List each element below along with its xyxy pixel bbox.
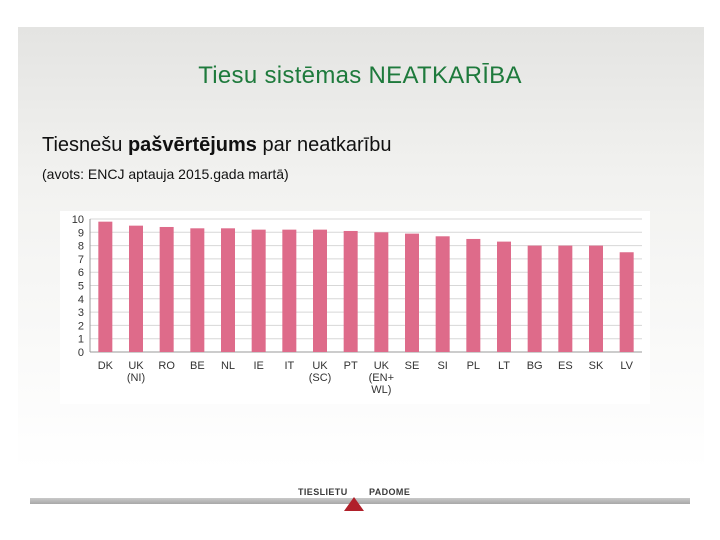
y-tick-label: 6 — [78, 267, 84, 279]
x-tick-label: BE — [190, 360, 205, 372]
bar — [619, 252, 634, 352]
bar — [343, 230, 358, 352]
x-tick-label: UK — [312, 360, 328, 372]
x-tick-label: PT — [344, 360, 358, 372]
y-tick-label: 1 — [78, 334, 84, 346]
bar — [282, 229, 297, 352]
bar — [159, 226, 174, 352]
x-tick-label: WL) — [371, 384, 391, 396]
slide-title: Tiesu sistēmas NEATKARĪBA — [198, 62, 522, 89]
x-tick-label: BG — [527, 360, 543, 372]
x-tick-label: IT — [284, 360, 294, 372]
bar — [466, 238, 481, 352]
y-tick-label: 4 — [78, 294, 84, 306]
x-tick-label: LT — [498, 360, 510, 372]
x-tick-label: (NI) — [127, 372, 145, 384]
y-tick-label: 0 — [78, 347, 84, 359]
x-tick-label: (EN+ — [369, 372, 394, 384]
slide-subtitle: Tiesnešu pašvērtējums par neatkarību — [42, 134, 391, 157]
x-tick-label: UK — [374, 360, 390, 372]
x-tick-label: NL — [221, 360, 235, 372]
x-tick-label: UK — [128, 360, 144, 372]
logo-triangle-icon — [344, 497, 364, 511]
bar — [497, 241, 511, 352]
x-tick-label: IE — [253, 360, 263, 372]
x-tick-label: PL — [467, 360, 480, 372]
footer-logo-text-left: TIESLIETU — [298, 487, 348, 497]
y-tick-label: 3 — [78, 307, 84, 319]
x-tick-label: DK — [98, 360, 114, 372]
bar — [221, 228, 235, 352]
y-tick-label: 10 — [72, 214, 84, 226]
bar — [190, 228, 205, 352]
bar — [129, 225, 143, 352]
x-tick-label: SE — [405, 360, 420, 372]
x-tick-label: (SC) — [309, 372, 332, 384]
bar — [405, 233, 419, 352]
y-tick-label: 5 — [78, 281, 84, 293]
y-tick-label: 2 — [78, 320, 84, 332]
bar — [374, 232, 389, 352]
x-tick-label: SI — [437, 360, 447, 372]
x-tick-label: SK — [589, 360, 604, 372]
bar — [251, 229, 266, 352]
bar — [435, 236, 450, 352]
bar-chart: 0 1 2 3 4 5 6 7 8 9 10 DK UK (NI) RO BE NL IE IT UK (SC) PT UK… — [60, 211, 650, 404]
bar — [589, 245, 603, 352]
y-tick-label: 9 — [78, 227, 84, 239]
bar — [313, 229, 327, 352]
bar — [98, 221, 113, 352]
bar — [527, 245, 542, 352]
subtitle-emphasis: pašvērtējums — [127, 134, 257, 156]
subtitle-end: par neatkarību — [256, 134, 392, 156]
bar — [558, 245, 573, 352]
x-tick-label: ES — [558, 360, 573, 372]
footer-logo-text-right: PADOME — [369, 487, 411, 497]
subtitle-start: Tiesnešu — [42, 134, 128, 156]
y-tick-label: 7 — [78, 254, 84, 266]
x-tick-label: LV — [620, 360, 633, 372]
source-note: (avots: ENCJ aptauja 2015.gada martā) — [42, 166, 289, 182]
y-tick-label: 8 — [78, 241, 84, 253]
x-tick-label: RO — [158, 360, 175, 372]
